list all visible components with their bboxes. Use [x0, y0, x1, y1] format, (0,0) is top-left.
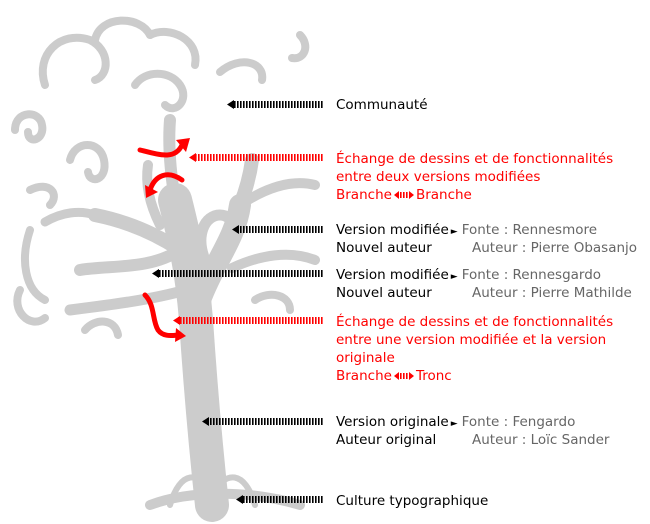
label-original-author-label: Auteur original	[336, 432, 437, 448]
leader-culture	[241, 496, 324, 503]
label-version2-title: Version modifiée ► Fonte : Rennesgardo	[336, 267, 602, 283]
double-arrow-icon	[393, 372, 414, 380]
leader-original	[207, 418, 324, 425]
label-echange1-from: Branche	[336, 187, 392, 203]
label-echange1-to: Branche	[415, 187, 472, 203]
label-echange1-line1: Échange de dessins et de fonctionnalités	[336, 151, 614, 167]
triangle-right-icon: ►	[450, 419, 458, 429]
label-version2-author-label: Nouvel auteur	[336, 285, 432, 301]
label-echange1-line2: entre deux versions modifiées	[336, 169, 541, 185]
label-culture: Culture typographique	[336, 493, 489, 509]
label-communaute: Communauté	[336, 97, 428, 113]
label-echange2-relation: Branche Tronc	[336, 367, 452, 385]
leader-version1	[237, 226, 324, 233]
pointer-leaders	[152, 100, 324, 504]
label-echange2-line3: originale	[336, 350, 395, 366]
leader-communaute	[232, 101, 324, 108]
exchange-arrows	[137, 142, 185, 339]
double-arrow-icon	[393, 191, 414, 199]
leader-version2	[157, 270, 324, 277]
community-swirls	[11, 16, 310, 339]
label-version2-font: Fonte : Rennesgardo	[461, 267, 602, 283]
label-original-font: Fonte : Fengardo	[461, 414, 576, 430]
triangle-right-icon: ►	[450, 227, 458, 237]
triangle-right-icon: ►	[450, 272, 458, 282]
label-echange2-from: Branche	[336, 368, 392, 384]
label-version1-author-label: Nouvel auteur	[336, 240, 432, 256]
label-version1-author: Auteur : Pierre Obasanjo	[472, 240, 638, 256]
label-echange2-to: Tronc	[415, 368, 452, 384]
exchange-arrowheads	[145, 138, 190, 342]
label-version1-font: Fonte : Rennesmore	[461, 222, 598, 238]
label-echange2-line1: Échange de dessins et de fonctionnalités	[336, 314, 614, 330]
label-echange1-relation: Branche Branche	[336, 186, 472, 204]
leader-echange1	[194, 154, 324, 161]
leader-echange2	[178, 317, 324, 324]
label-original-title: Version originale ► Fonte : Fengardo	[336, 414, 576, 430]
label-original-author: Auteur : Loïc Sander	[472, 432, 610, 448]
label-version2-author: Auteur : Pierre Mathilde	[472, 285, 632, 301]
label-echange2-line2: entre une version modifiée et la version	[336, 332, 607, 348]
label-version1-title: Version modifiée ► Fonte : Rennesmore	[336, 222, 598, 238]
